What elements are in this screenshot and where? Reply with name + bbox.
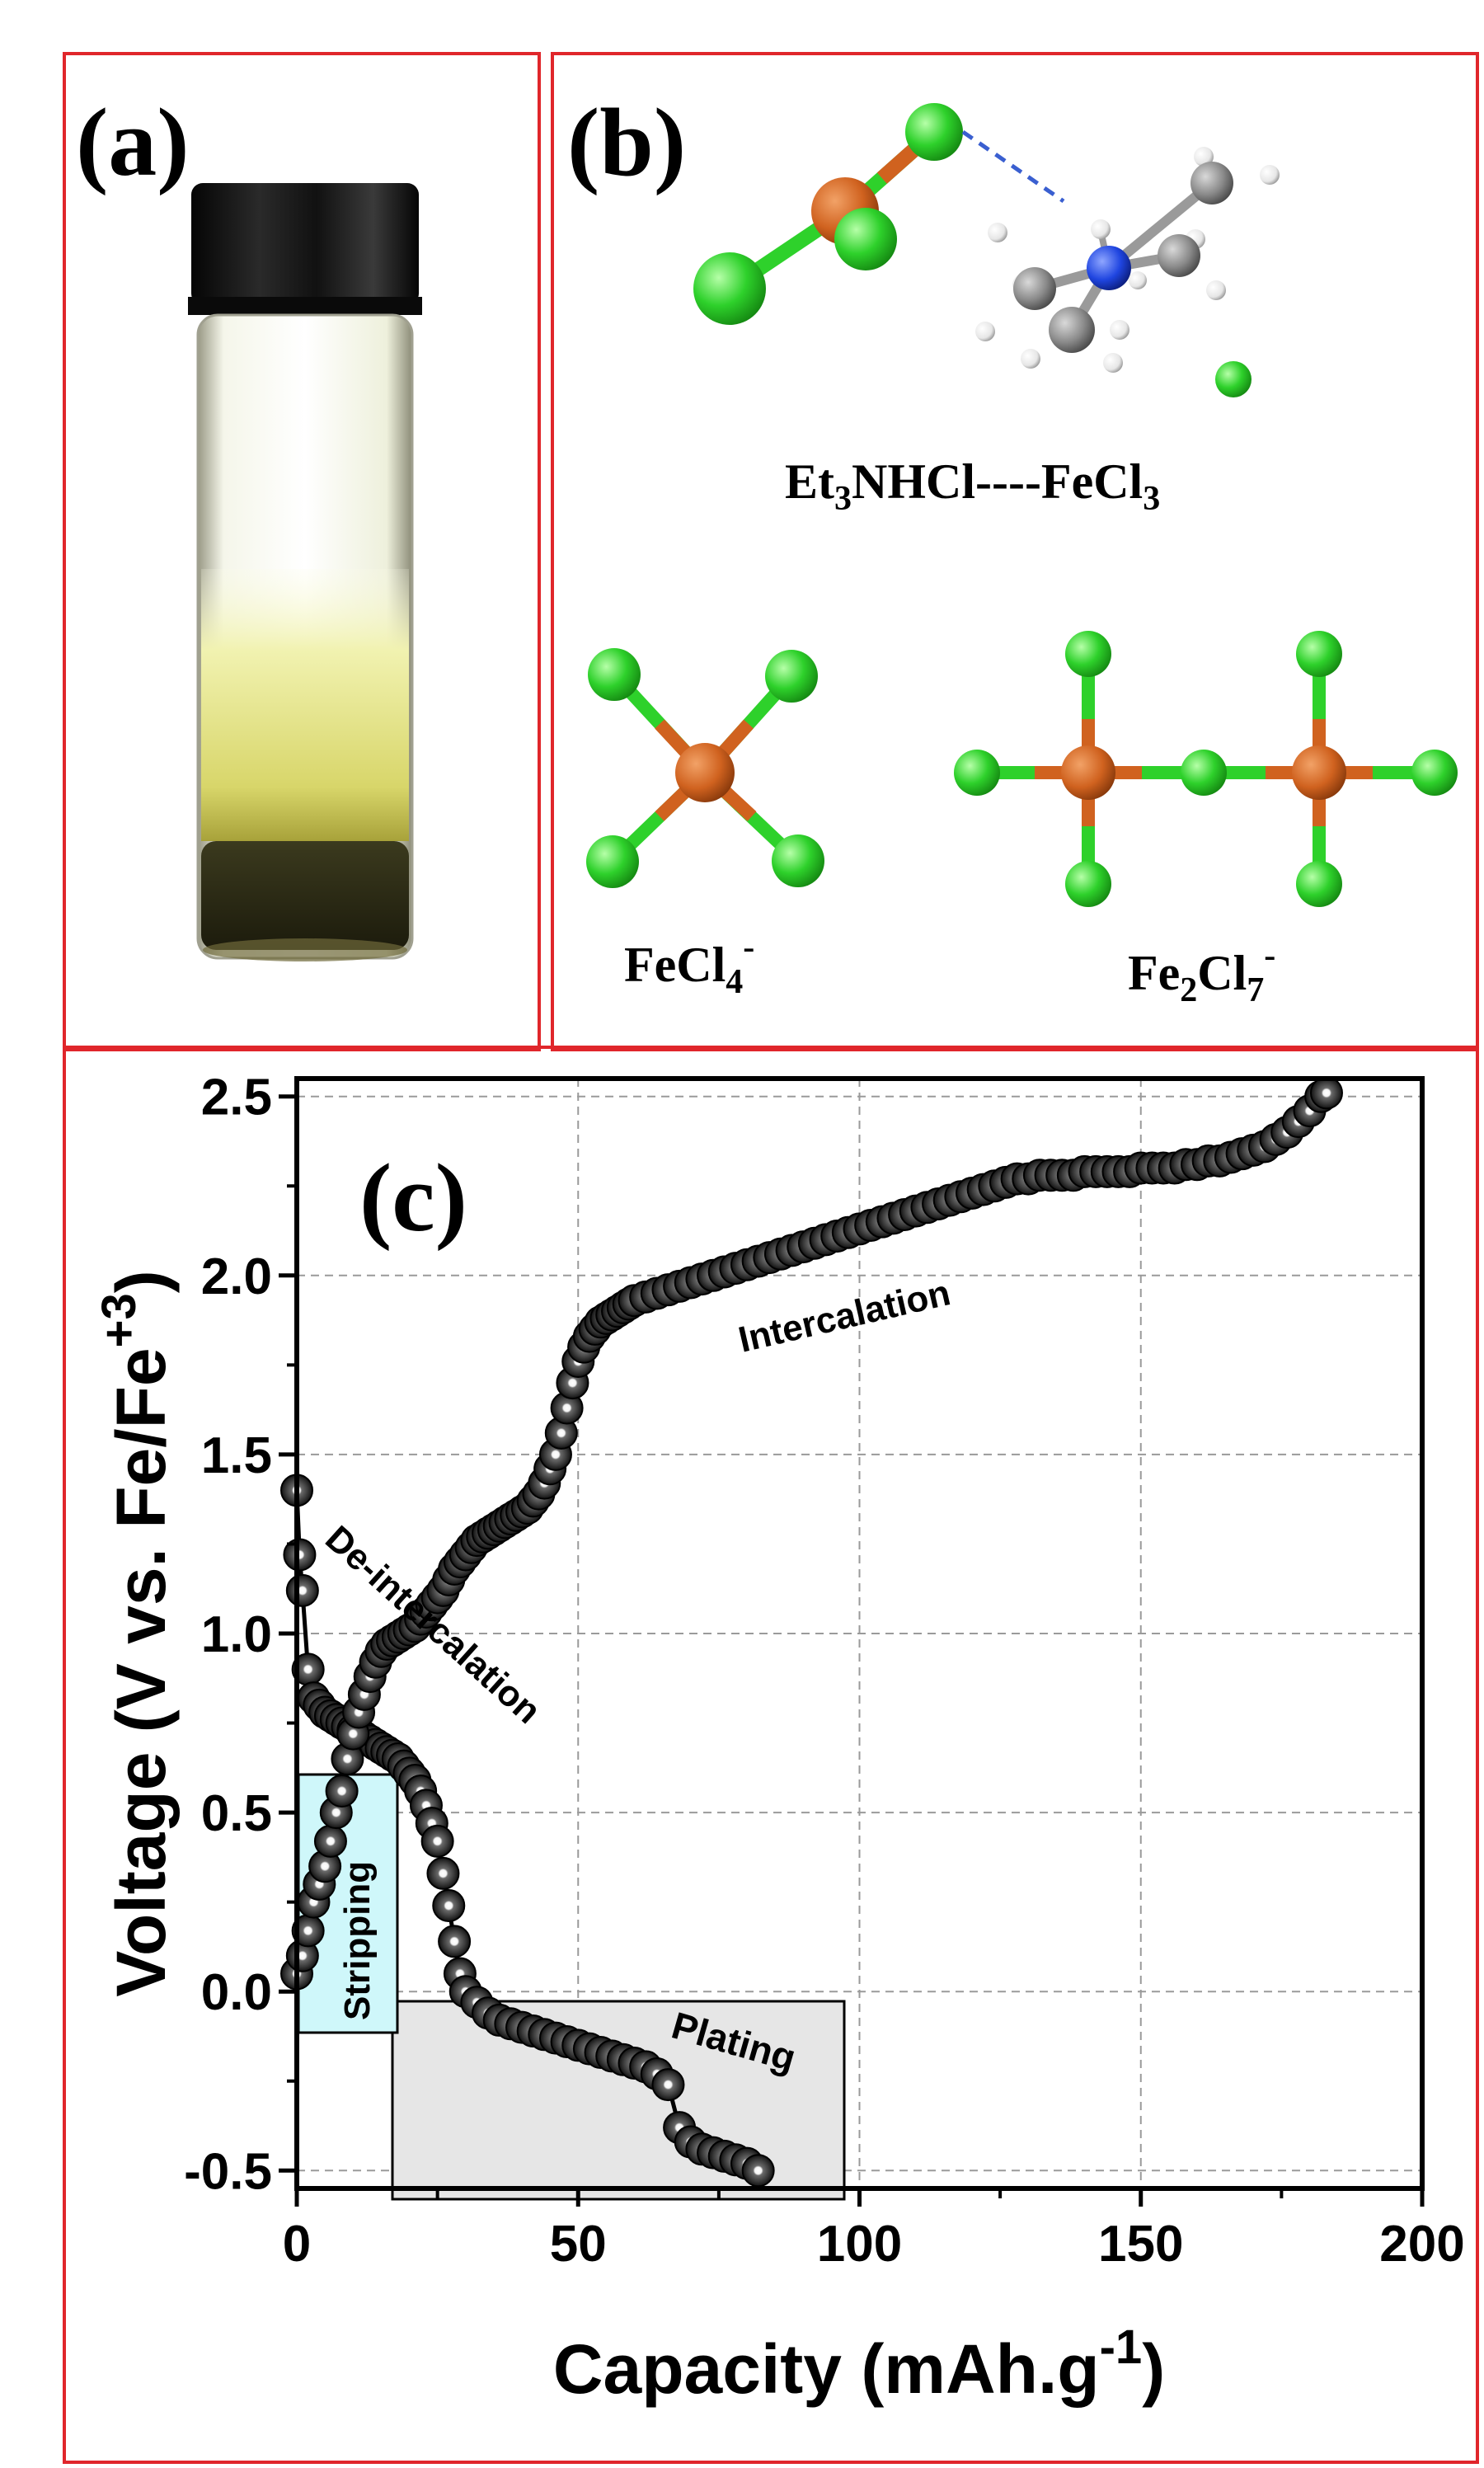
chlorine-atom [954, 750, 1000, 796]
panel-c-frame [63, 1046, 1479, 2464]
y-tick-label: 0.0 [201, 1964, 272, 2021]
x-axis-label: Capacity (mAh.g-1) [553, 2320, 1165, 2408]
x-tick-label: 150 [1098, 2216, 1183, 2273]
annotation-intercalation: Intercalation [735, 1272, 954, 1361]
axis-ticks: 0 50 100 150 200 -0.5 0.0 0.5 1.0 1.5 2.0 2.5 [184, 1069, 1465, 2273]
molecule-et3nhcl-fecl3 [693, 103, 1280, 397]
y-tick-label: 2.5 [201, 1069, 272, 1126]
iron-atom [675, 743, 735, 802]
vial-bottom [203, 938, 407, 961]
iron-atom [1292, 745, 1346, 800]
chlorine-atom [1296, 861, 1342, 907]
chloride-ion [1215, 361, 1252, 397]
y-tick-label: 1.5 [201, 1427, 272, 1484]
panel-b-label: (b) [567, 88, 686, 196]
vial-photo [188, 183, 422, 961]
x-tick-label: 100 [817, 2216, 902, 2273]
complex-label: Et3NHCl----FeCl3 [785, 454, 1160, 518]
chlorine-atom [1065, 631, 1111, 677]
y-tick-label: 1.0 [201, 1606, 272, 1663]
annotation-stripping: Stripping [337, 1861, 378, 2020]
data-point [651, 2068, 685, 2102]
vial-sediment [201, 841, 409, 950]
panel-c-label: (c) [359, 1144, 467, 1252]
x-tick-label: 0 [283, 2216, 311, 2273]
data-point [283, 1538, 317, 1572]
chlorine-atom [588, 648, 641, 701]
chlorine-atom [1411, 750, 1458, 796]
x-tick-label: 50 [550, 2216, 607, 2273]
chlorine-atom [586, 835, 639, 888]
chlorine-atom [834, 208, 897, 270]
vial-cap-rim [188, 297, 422, 315]
vial-liquid [201, 569, 409, 841]
chlorine-atom [1181, 750, 1227, 796]
panel-b-frame [551, 52, 1479, 1051]
y-tick-label: -0.5 [184, 2143, 272, 2200]
chlorine-atom [1065, 861, 1111, 907]
data-point [325, 1775, 359, 1808]
y-tick-label: 2.0 [201, 1248, 272, 1305]
data-point [313, 1824, 347, 1858]
x-tick-label: 200 [1379, 2216, 1464, 2273]
fecl4-label: FeCl4- [624, 928, 754, 1001]
data-point [438, 1925, 472, 1958]
iron-atom [1061, 745, 1115, 800]
molecule-fe2cl7 [954, 631, 1458, 907]
data-point [741, 2154, 775, 2188]
chlorine-atom [772, 834, 824, 887]
data-point [420, 1824, 454, 1858]
y-axis-label: Voltage (V vs. Fe/Fe+3) [92, 1270, 180, 1996]
chlorine-atom [765, 650, 818, 703]
molecule-fecl4 [586, 648, 824, 888]
data-point [1309, 1076, 1343, 1110]
fe2cl7-label: Fe2Cl7- [1128, 937, 1275, 1009]
hydrogen-bond-line [961, 129, 1065, 204]
chlorine-atom [905, 103, 963, 161]
voltage-capacity-chart: 0 50 100 150 200 -0.5 0.0 0.5 1.0 1.5 2.0 2.5 (c) I… [92, 1069, 1465, 2408]
chlorine-atom [1296, 631, 1342, 677]
panel-a-label: (a) [76, 88, 190, 196]
triethylammonium-cation [975, 147, 1280, 373]
vial-cap [191, 183, 419, 305]
data-point [285, 1573, 319, 1607]
data-series [280, 1076, 1343, 2188]
chlorine-atom [693, 252, 766, 325]
data-point [426, 1856, 460, 1890]
y-tick-label: 0.5 [201, 1785, 272, 1842]
panel-a-frame [63, 52, 541, 1051]
data-point [432, 1888, 466, 1922]
nitrogen-atom [1087, 246, 1131, 290]
